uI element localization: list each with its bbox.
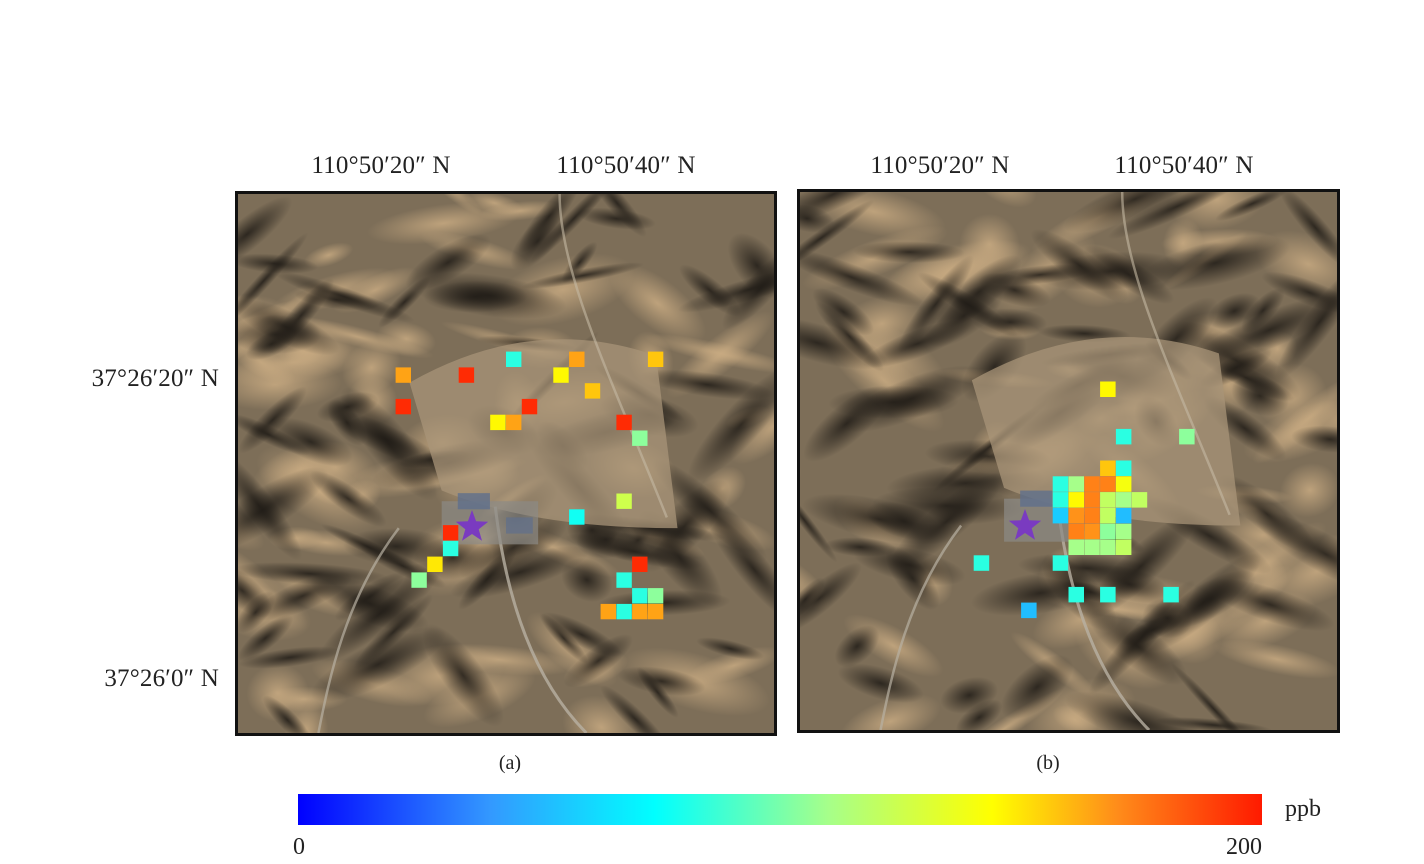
panel-b-concentration-cell xyxy=(1084,507,1100,524)
panel-a-concentration-cell xyxy=(616,493,632,509)
panel-a-concentration-cell xyxy=(395,367,411,383)
panel-b-concentration-cell xyxy=(1068,507,1084,524)
panel-b-concentration-cell xyxy=(1084,476,1100,492)
panel-b-concentration-cell xyxy=(1052,492,1069,508)
panel-a-concentration-cell xyxy=(458,367,475,383)
panel-a-concentration-cell xyxy=(632,588,648,604)
panel-b-concentration-cell xyxy=(1100,523,1116,540)
panel-a-concentration-cell xyxy=(647,588,664,604)
panel-a-concentration-cell xyxy=(632,603,648,620)
panel-a-concentration-cell xyxy=(616,414,632,431)
map-panel-a[interactable] xyxy=(235,191,777,736)
panel-a-concentration-cell xyxy=(616,603,632,620)
panel-b-concentration-cell xyxy=(1115,476,1132,492)
panel-a-concentration-cell xyxy=(647,351,664,367)
panel-a-caption: (a) xyxy=(498,752,522,774)
panel-b-concentration-cell xyxy=(1115,523,1132,540)
panel-b-concentration-cell xyxy=(1115,428,1132,445)
panel-a-concentration-cell xyxy=(616,572,632,588)
panel-b-top-lon-label-2: 110°50′40″ N xyxy=(1114,152,1254,179)
panel-b-concentration-cell xyxy=(1052,555,1069,571)
panel-a-top-lon-label-1: 110°50′20″ N xyxy=(311,152,451,179)
colorbar-unit-label: ppb xyxy=(1285,796,1321,822)
panel-b-concentration-cell xyxy=(1100,586,1116,603)
panel-b-concentration-cell xyxy=(1100,476,1116,492)
panel-b-source-star-icon xyxy=(1008,509,1042,540)
left-lat-label-1: 37°26′20″ N xyxy=(91,365,219,392)
panel-b-concentration-cell xyxy=(1115,492,1132,508)
panel-a-concentration-cell xyxy=(569,509,585,525)
panel-b-concentration-cell xyxy=(1163,586,1179,603)
panel-b-concentration-cell xyxy=(1131,492,1148,508)
satellite-map-a xyxy=(238,194,774,733)
panel-a-concentration-cell xyxy=(506,414,522,431)
panel-b-concentration-cell xyxy=(973,555,990,571)
panel-b-concentration-cell xyxy=(1100,381,1116,397)
panel-a-concentration-cell xyxy=(632,556,648,572)
panel-b-concentration-cell xyxy=(1115,460,1132,476)
panel-b-concentration-cell xyxy=(1021,602,1037,619)
panel-b-concentration-cell xyxy=(1179,428,1195,445)
panel-b-concentration-cell xyxy=(1084,523,1100,540)
panel-a-concentration-cell xyxy=(442,525,459,541)
panel-a-concentration-cell xyxy=(411,572,427,588)
panel-a-concentration-cell xyxy=(632,430,648,446)
panel-b-concentration-cell xyxy=(1115,539,1132,555)
panel-a-concentration-cell xyxy=(553,367,569,383)
panel-a-top-lon-label-2: 110°50′40″ N xyxy=(556,152,696,179)
panel-b-concentration-cell xyxy=(1084,539,1100,555)
panel-b-top-lon-label-1: 110°50′20″ N xyxy=(870,152,1010,179)
map-panel-b[interactable] xyxy=(797,189,1340,733)
panel-b-concentration-cell xyxy=(1068,523,1084,540)
panel-b-concentration-cell xyxy=(1115,507,1132,524)
panel-b-concentration-cell xyxy=(1084,492,1100,508)
panel-a-concentration-cell xyxy=(600,603,616,620)
panel-a-concentration-cell xyxy=(395,398,411,415)
concentration-colorbar xyxy=(298,794,1262,825)
panel-b-concentration-cell xyxy=(1100,492,1116,508)
panel-a-concentration-cell xyxy=(427,556,443,572)
panel-b-concentration-cell xyxy=(1052,476,1069,492)
left-lat-label-2: 37°26′0″ N xyxy=(104,665,219,692)
satellite-map-b xyxy=(800,192,1337,730)
panel-a-concentration-cell xyxy=(584,383,601,399)
panel-a-concentration-cell xyxy=(647,603,664,620)
colorbar-max-label: 200 xyxy=(1226,834,1262,860)
panel-b-concentration-cell xyxy=(1100,460,1116,476)
panel-a-source-star-icon xyxy=(455,510,489,541)
panel-b-concentration-cell xyxy=(1068,586,1084,603)
panel-b-concentration-cell xyxy=(1052,507,1069,524)
panel-a-concentration-cell xyxy=(569,351,585,367)
panel-a-concentration-cell xyxy=(490,414,506,431)
colorbar-min-label: 0 xyxy=(293,834,305,860)
panel-b-concentration-cell xyxy=(1100,539,1116,555)
panel-a-concentration-cell xyxy=(442,540,459,557)
panel-b-concentration-cell xyxy=(1068,539,1084,555)
panel-b-caption: (b) xyxy=(1036,752,1060,774)
panel-b-concentration-cell xyxy=(1068,476,1084,492)
panel-a-concentration-cell xyxy=(521,398,538,415)
panel-b-concentration-cell xyxy=(1100,507,1116,524)
panel-b-concentration-cell xyxy=(1068,492,1084,508)
panel-a-concentration-cell xyxy=(506,351,522,367)
